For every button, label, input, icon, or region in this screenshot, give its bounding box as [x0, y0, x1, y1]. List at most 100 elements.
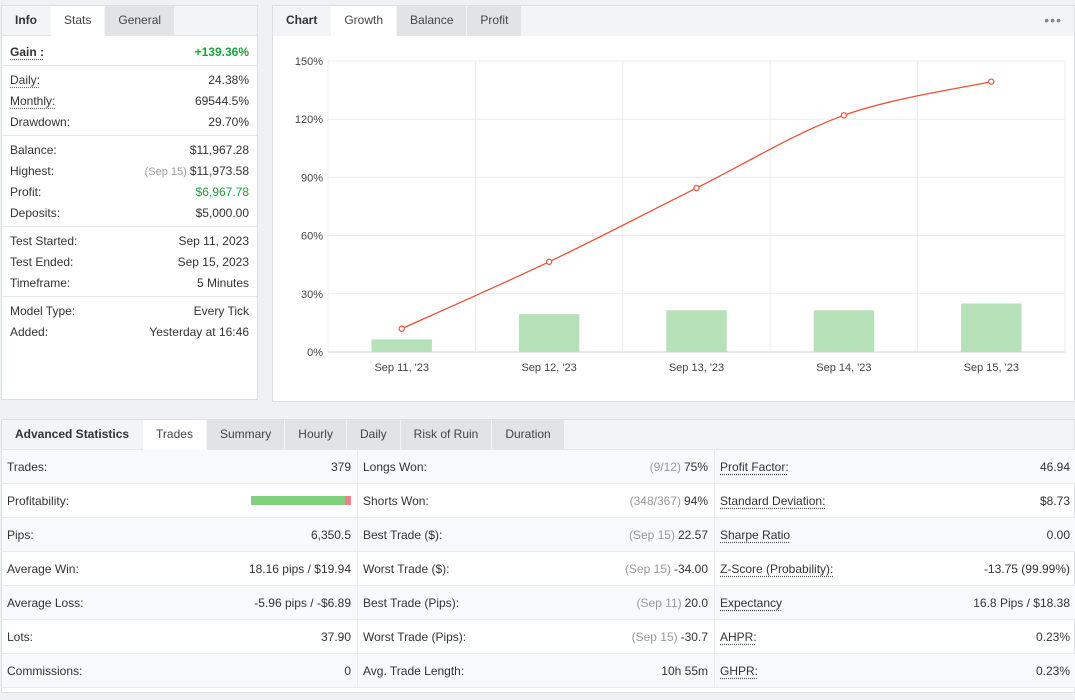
stat-value-wrap: 46.94 [1040, 460, 1070, 474]
stat-value-wrap: 0 [344, 664, 351, 678]
stat-value-wrap: (Sep 15) 22.57 [629, 528, 708, 542]
drawdown-row: Drawdown: 29.70% [2, 111, 257, 132]
chart-panel: Chart Growth Balance Profit ••• 150% 120%… [272, 5, 1075, 402]
tab-hourly[interactable]: Hourly [285, 420, 347, 449]
stat-value: 10h 55m [661, 663, 708, 678]
stat-value: 0.00 [1046, 527, 1070, 542]
stat-cell: Standard Deviation: $8.73 [715, 484, 1075, 518]
stat-cell: GHPR: 0.23% [715, 654, 1075, 688]
advanced-statistics-panel: Advanced Statistics Trades Summary Hourl… [1, 419, 1075, 693]
tab-balance[interactable]: Balance [397, 6, 468, 36]
stat-label[interactable]: Sharpe Ratio [720, 527, 791, 542]
stat-value-wrap: 18.16 pips / $19.94 [249, 562, 351, 576]
stat-note: (Sep 15) [624, 561, 671, 576]
tab-trades[interactable]: Trades [143, 420, 207, 451]
balance-label: Balance: [10, 142, 57, 157]
stat-value: 16.8 Pips / $18.38 [973, 595, 1070, 610]
added-row: Added: Yesterday at 16:46 [2, 321, 257, 342]
stat-cell: Worst Trade ($): (Sep 15) -34.00 [358, 552, 715, 586]
stat-value: 20.0 [684, 595, 708, 610]
stat-value: 379 [330, 459, 351, 474]
more-dots-icon[interactable]: ••• [1044, 12, 1062, 28]
y-tick-label: 60% [301, 231, 323, 243]
growth-point [840, 112, 848, 119]
stat-label: Trades: [7, 459, 48, 474]
daily-label[interactable]: Daily: [10, 72, 41, 87]
stat-value-wrap: 6,350.5 [311, 528, 351, 542]
deposits-label: Deposits: [10, 205, 61, 220]
stat-label: Profitability: [7, 493, 70, 508]
stat-value: 75% [683, 459, 708, 474]
x-tick-label: Sep 13, '23 [669, 362, 724, 374]
stat-value-wrap: 0.23% [1036, 630, 1070, 644]
stat-value-wrap: -5.96 pips / -$6.89 [254, 596, 351, 610]
stat-cell: Best Trade ($): (Sep 15) 22.57 [358, 518, 715, 552]
profit-value: $6,967.78 [195, 184, 249, 199]
stat-label[interactable]: GHPR: [720, 663, 759, 678]
test-ended-row: Test Ended: Sep 15, 2023 [2, 251, 257, 272]
stat-label[interactable]: AHPR: [720, 629, 757, 644]
growth-point [693, 184, 700, 192]
stat-cell: Profitability: [2, 484, 358, 518]
x-tick-label: Sep 14, '23 [816, 362, 871, 374]
monthly-label[interactable]: Monthly: [10, 93, 56, 108]
stat-label[interactable]: Standard Deviation: [720, 493, 826, 508]
tab-growth[interactable]: Growth [331, 6, 398, 37]
stat-value-wrap: 37.90 [321, 630, 351, 644]
added-label: Added: [10, 324, 49, 339]
gain-row: Gain : +139.36% [2, 36, 257, 66]
stat-cell: AHPR: 0.23% [715, 620, 1075, 654]
model-type-row: Model Type: Every Tick [2, 300, 257, 321]
stat-cell: Shorts Won: (348/367) 94% [358, 484, 715, 518]
stat-cell: Trades: 379 [2, 450, 358, 484]
stat-value: 0 [344, 663, 351, 678]
highest-label: Highest: [10, 163, 55, 178]
profit-label: Profit: [10, 184, 42, 199]
stat-note: (9/12) [649, 459, 681, 474]
stat-label: Shorts Won: [363, 493, 429, 508]
gain-label[interactable]: Gain : [10, 44, 45, 59]
added-value: Yesterday at 16:46 [149, 324, 249, 339]
chart-tabs: Chart Growth Balance Profit [273, 6, 1074, 37]
stat-value: -34.00 [673, 561, 708, 576]
tab-duration[interactable]: Duration [492, 420, 565, 449]
test-ended-value: Sep 15, 2023 [177, 254, 249, 269]
advanced-tabs: Advanced Statistics Trades Summary Hourl… [2, 420, 1074, 451]
stat-value-wrap: (Sep 15) -34.00 [625, 562, 708, 576]
drawdown-value: 29.70% [208, 114, 249, 129]
tab-general[interactable]: General [105, 6, 176, 35]
stat-note: (348/367) [629, 493, 681, 508]
stat-value: -13.75 (99.99%) [983, 561, 1070, 576]
stat-value: 94% [683, 493, 708, 508]
stat-cell: Average Win: 18.16 pips / $19.94 [2, 552, 358, 586]
stat-label: Worst Trade ($): [363, 561, 450, 576]
stat-label[interactable]: Expectancy [720, 595, 783, 610]
stat-cell: Pips: 6,350.5 [2, 518, 358, 552]
growth-bar [518, 314, 580, 352]
x-tick-label: Sep 11, '23 [374, 362, 429, 374]
stat-value-wrap: 379 [331, 460, 351, 474]
profitability-win-segment [251, 496, 345, 505]
tab-stats[interactable]: Stats [51, 6, 106, 37]
tab-risk-of-ruin[interactable]: Risk of Ruin [400, 420, 493, 449]
monthly-value: 69544.5% [194, 93, 249, 108]
growth-chart: 150% 120% 90% 60% 30% 0% Sep 11, '23 Sep 12, '2… [295, 56, 1066, 374]
deposits-value: $5,000.00 [195, 205, 249, 220]
stat-value-wrap: 16.8 Pips / $18.38 [973, 596, 1070, 610]
stat-value-wrap: (Sep 11) 20.0 [637, 596, 709, 610]
tab-daily[interactable]: Daily [346, 420, 401, 449]
model-type-value: Every Tick [193, 303, 249, 318]
model-type-label: Model Type: [10, 303, 76, 318]
stat-label[interactable]: Profit Factor: [720, 459, 789, 474]
y-tick-label: 90% [301, 172, 323, 184]
tab-profit[interactable]: Profit [467, 6, 523, 36]
stat-label[interactable]: Z-Score (Probability): [720, 561, 834, 576]
stat-label: Best Trade ($): [363, 527, 443, 542]
growth-point [988, 78, 995, 85]
growth-bar [813, 310, 875, 352]
tab-summary[interactable]: Summary [206, 420, 286, 449]
stat-note: (Sep 15) [628, 527, 675, 542]
gain-value: +139.36% [194, 44, 249, 59]
stat-value: 6,350.5 [310, 527, 351, 542]
test-ended-label: Test Ended: [10, 254, 74, 269]
